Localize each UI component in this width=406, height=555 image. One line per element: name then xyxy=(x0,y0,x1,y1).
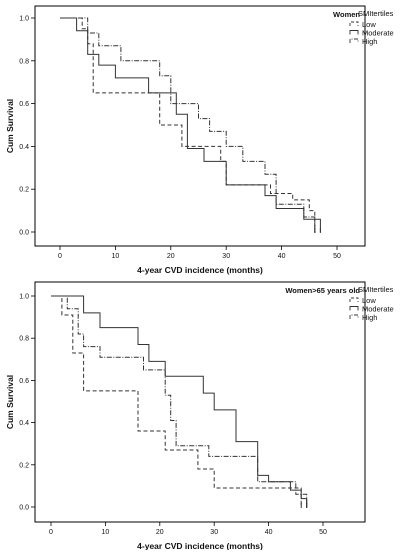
plot-frame xyxy=(34,281,366,523)
x-tick-label: 30 xyxy=(210,529,218,536)
y-tick-label: 0.2 xyxy=(19,462,29,469)
legend-label-moderate: Moderate xyxy=(362,29,394,38)
chart-panel-2: 0 10 20 30 40 50 0.0 0.2 0.4 0.6 0.8 1.0 4-year CVD … xyxy=(5,281,394,551)
y-tick-label: 1.0 xyxy=(19,16,29,23)
legend-swatch-low xyxy=(349,297,359,302)
x-tick-label: 20 xyxy=(167,253,175,260)
y-tick-label: 0.8 xyxy=(19,58,29,65)
legend-swatch-moderate xyxy=(349,306,359,311)
x-tick-label: 20 xyxy=(156,529,164,536)
survival-curve-low xyxy=(51,295,302,507)
plot-frame xyxy=(34,5,366,247)
x-tick-label: 40 xyxy=(265,529,273,536)
y-tick-label: 0.6 xyxy=(19,378,29,385)
x-axis-label: 4-year CVD incidence (months) xyxy=(137,265,263,275)
legend-label-high: High xyxy=(362,37,377,46)
legend-label-high: High xyxy=(362,313,377,322)
survival-curve-high xyxy=(60,17,316,232)
legend-swatch-low xyxy=(349,21,359,26)
legend-title: SMItertiles xyxy=(358,285,394,294)
y-tick-label: 0.4 xyxy=(19,420,29,427)
x-tick-label: 50 xyxy=(319,529,327,536)
survival-curve-high xyxy=(51,295,308,507)
y-tick-label: 1.0 xyxy=(19,294,29,301)
legend-label-moderate: Moderate xyxy=(362,305,394,314)
x-axis-label: 4-year CVD incidence (months) xyxy=(137,541,263,550)
y-tick-label: 0.0 xyxy=(19,230,29,237)
x-tick-label: 40 xyxy=(278,253,286,260)
panel-title: Women>65 years old xyxy=(285,286,360,295)
x-tick-label: 0 xyxy=(58,253,62,260)
y-tick-label: 0.8 xyxy=(19,336,29,343)
legend-title: SMItertiles xyxy=(358,9,394,18)
y-axis-label: Cum Survival xyxy=(5,375,15,429)
x-tick-label: 10 xyxy=(102,529,110,536)
legend-label-low: Low xyxy=(362,20,376,29)
x-tick-label: 10 xyxy=(112,253,120,260)
chart-panel-1: 0 10 20 30 40 50 0.0 0.2 0.4 0.6 0.8 1.0 4-year CVD … xyxy=(5,5,394,275)
survival-curve-moderate xyxy=(51,295,308,507)
survival-curve-low xyxy=(60,17,316,232)
legend-label-low: Low xyxy=(362,296,376,305)
y-axis-label: Cum Survival xyxy=(5,99,15,153)
y-tick-label: 0.0 xyxy=(19,505,29,512)
y-tick-label: 0.2 xyxy=(19,187,29,194)
legend-swatch-high xyxy=(349,38,359,43)
legend-swatch-moderate xyxy=(349,30,359,35)
x-tick-label: 0 xyxy=(49,529,53,536)
y-tick-label: 0.4 xyxy=(19,144,29,151)
survival-curve-moderate xyxy=(60,17,321,232)
x-tick-label: 30 xyxy=(222,253,230,260)
x-tick-label: 50 xyxy=(333,253,341,260)
legend-swatch-high xyxy=(349,314,359,319)
panel-title: Women xyxy=(333,10,360,19)
y-tick-label: 0.6 xyxy=(19,101,29,108)
